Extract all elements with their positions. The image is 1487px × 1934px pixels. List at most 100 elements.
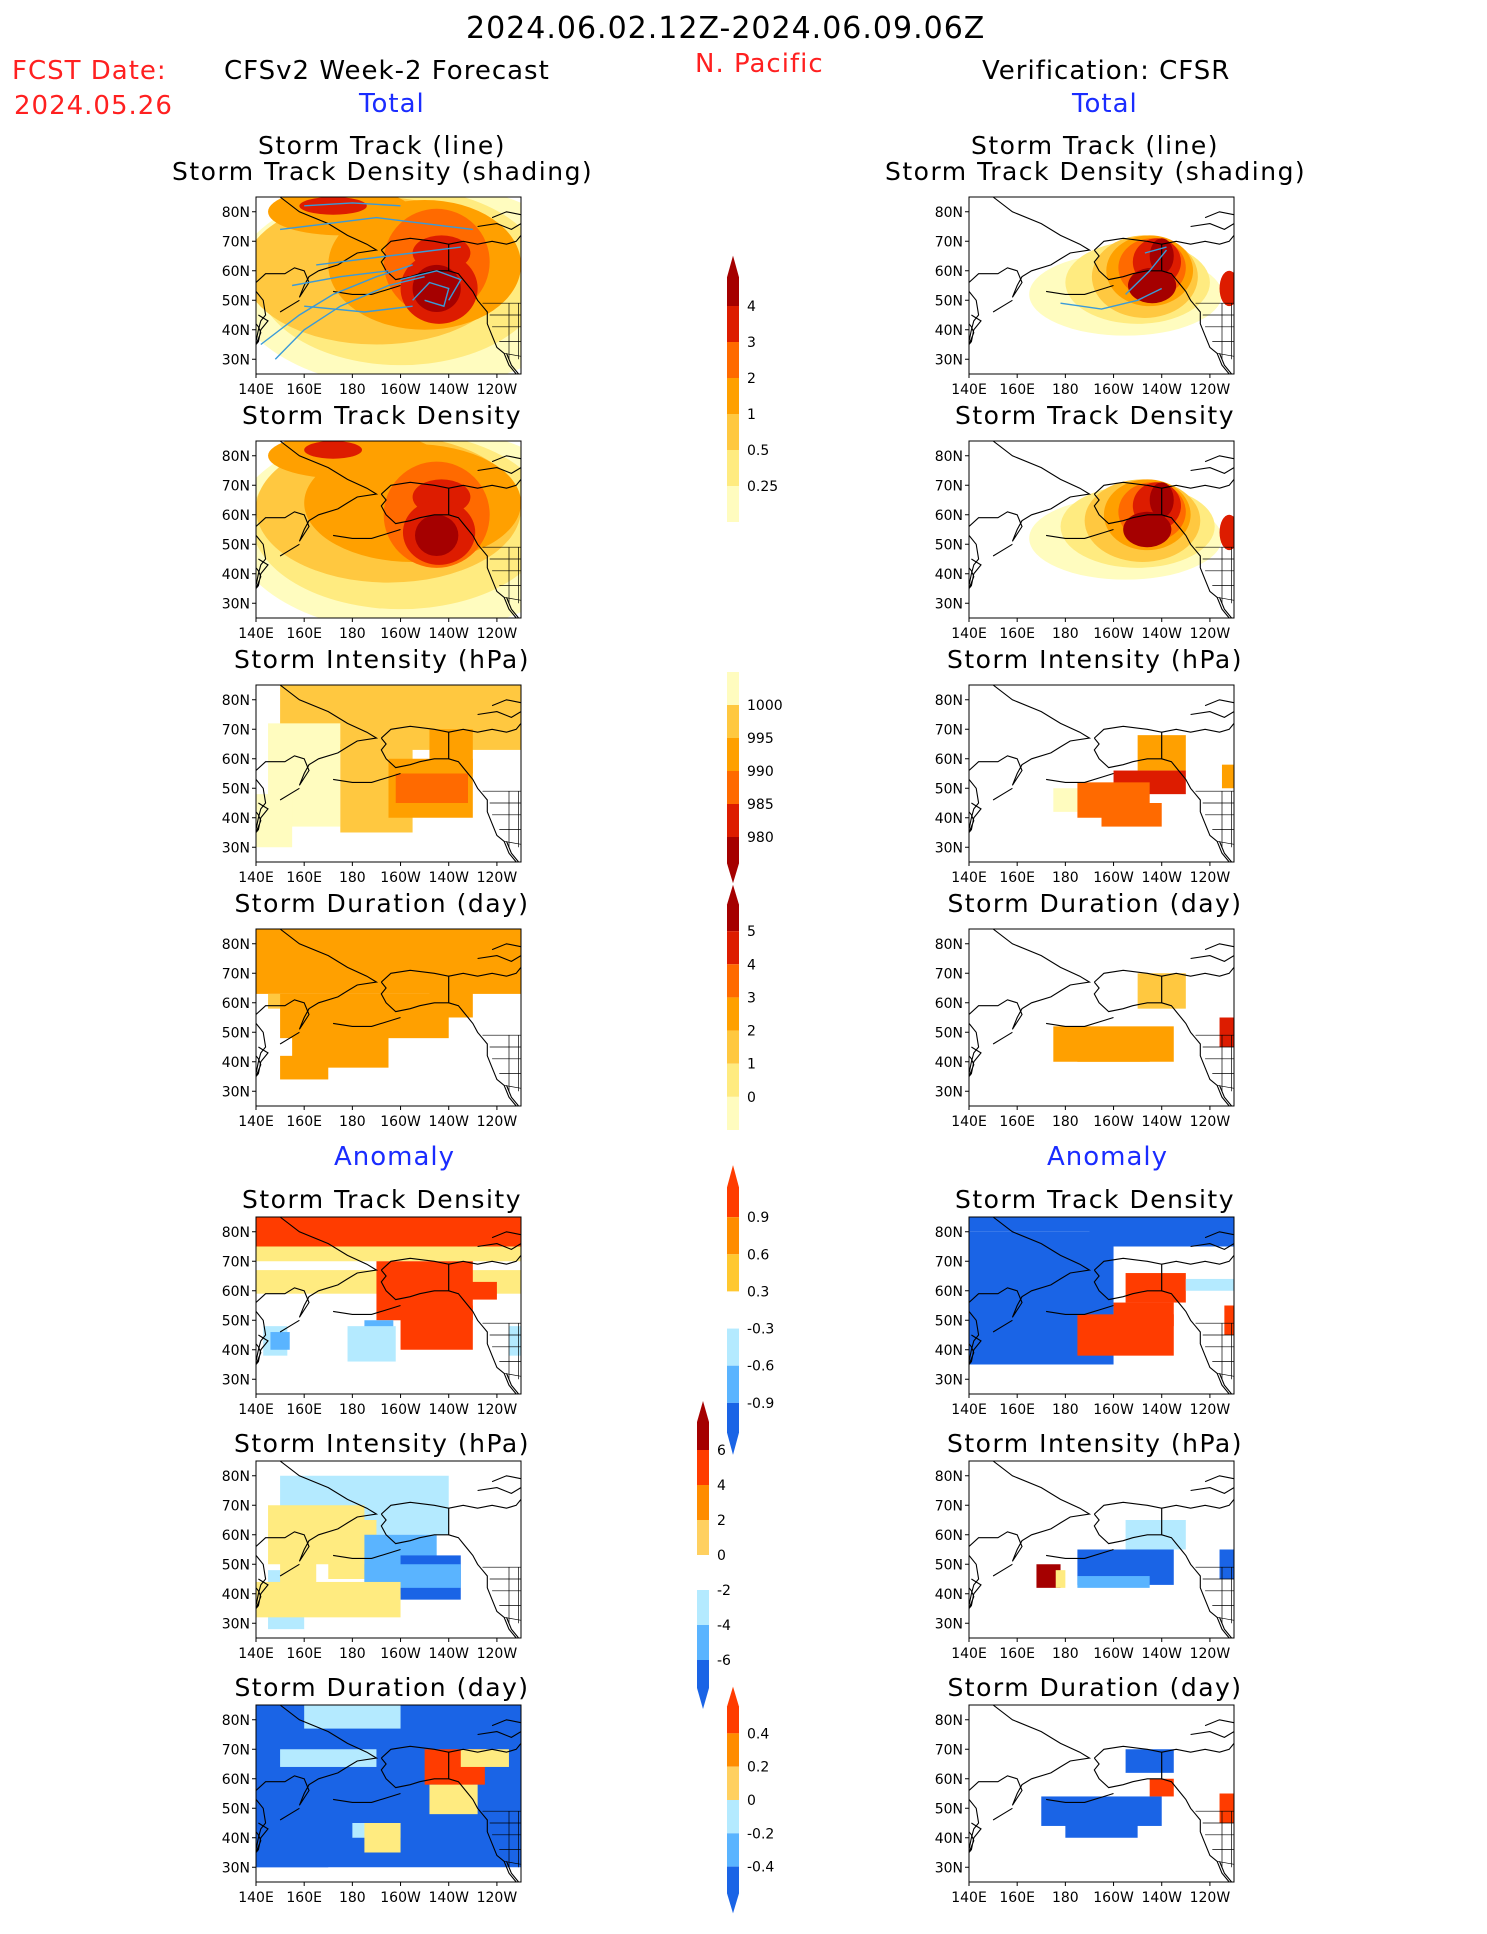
lat-tick-label: 80N [935,1225,963,1241]
lat-tick-label: 70N [222,966,250,982]
colorbar-label: 990 [747,764,774,780]
lon-tick-label: 120W [1190,1114,1231,1130]
lat-tick-label: 60N [935,1284,963,1300]
lat-tick-label: 30N [935,352,963,368]
storm-track-line [412,281,450,308]
colorbar-swatch [727,1686,739,1734]
colorbar-label: 0.9 [747,1210,769,1226]
shading-cell [1219,1793,1234,1823]
lon-tick-label: 180 [339,626,366,642]
model-label: CFSv2 Week-2 Forecast [224,56,550,86]
lon-tick-label: 160E [999,626,1035,642]
title-l6: Storm Intensity (hPa) [234,1429,530,1458]
shading-cell [1221,764,1234,789]
shading-cell [1055,1570,1066,1588]
shading-cell [1077,1049,1150,1062]
lon-tick-label: 160E [999,382,1035,398]
lat-tick-label: 50N [935,537,963,553]
colorbar-label: 0 [717,1548,726,1564]
storm-track-line [400,270,462,301]
lon-tick-label: 140E [951,626,987,642]
lat-tick-label: 70N [935,1254,963,1270]
colorbar-swatch [727,964,739,998]
storm-track-line [316,246,461,266]
colorbar-swatch [727,1291,739,1329]
lon-tick-label: 180 [339,382,366,398]
lat-tick-label: 40N [222,1587,250,1603]
colorbar-swatch [727,771,739,804]
colorbar-label: 2 [747,1024,756,1040]
lon-tick-label: 160E [999,1402,1035,1418]
shading-cell [1125,1749,1174,1773]
shading-cell [508,1326,521,1356]
lat-tick-label: 40N [935,811,963,827]
colorbar-swatch [727,1365,739,1403]
verification-label: Verification: CFSR [982,56,1231,86]
shading-cell [969,1217,1234,1232]
lon-tick-label: 140W [428,870,469,886]
lon-tick-label: 140E [951,382,987,398]
map-panel-r5: 80N 70N 60N 50N 40N 30N 140E 160E 180 160W 140W 120… [929,1216,1244,1426]
lat-tick-label: 40N [222,1343,250,1359]
lat-tick-label: 50N [222,1313,250,1329]
lat-tick-label: 50N [935,1313,963,1329]
lat-tick-label: 60N [222,996,250,1012]
title-r2: Storm Track Density [954,401,1235,430]
lat-tick-label: 40N [935,1055,963,1071]
colorbar-swatch [727,672,739,705]
lon-tick-label: 160W [380,382,421,398]
lon-tick-label: 180 [1052,382,1079,398]
colorbar-label: -2 [717,1583,731,1599]
lat-tick-label: 70N [935,966,963,982]
lat-tick-label: 40N [935,1831,963,1847]
colorbar-label: 980 [747,830,774,846]
shading-cell [969,685,1234,862]
colorbar-swatch [727,997,739,1031]
colorbar-label: -0.3 [747,1322,774,1338]
storm-track-line [260,264,413,346]
lat-tick-label: 40N [935,1343,963,1359]
shading-cell [1224,1305,1234,1335]
colorbar-label: -0.2 [747,1826,774,1842]
lon-tick-label: 160E [999,1646,1035,1662]
lat-tick-label: 40N [222,567,250,583]
colorbar-label: 2 [747,371,756,387]
colorbar-swatch [727,1096,739,1130]
map-panel-r1: 80N 70N 60N 50N 40N 30N 140E 160E 180 160W 140W 120… [929,196,1244,406]
lat-tick-label: 50N [935,1801,963,1817]
lat-tick-label: 60N [222,1284,250,1300]
lon-tick-label: 140E [951,1402,987,1418]
lon-tick-label: 160E [999,1114,1035,1130]
lat-tick-label: 70N [935,1742,963,1758]
colorbar-label: 0 [747,1090,756,1106]
lat-tick-label: 30N [935,1860,963,1876]
lat-tick-label: 60N [935,508,963,524]
shading-cell [448,1281,497,1300]
map-panel-r6: 80N 70N 60N 50N 40N 30N 140E 160E 180 160W 140W 120… [929,1460,1244,1670]
fcst-date-label: FCST Date: [12,56,167,86]
colorbar-label: 0.25 [747,479,778,495]
lon-tick-label: 140W [428,1890,469,1906]
colorbar-swatch [727,1165,739,1218]
colorbar-label: 1 [747,1057,756,1073]
lat-tick-label: 30N [935,840,963,856]
anomaly-label-right: Anomaly [1047,1142,1169,1172]
lon-tick-label: 180 [1052,1402,1079,1418]
lon-tick-label: 160E [286,870,322,886]
colorbar-swatch [727,378,739,414]
lon-tick-label: 180 [1052,626,1079,642]
lon-tick-label: 140E [238,382,274,398]
shading-cell [256,929,521,994]
lat-tick-label: 70N [222,234,250,250]
colorbar-anom-density: 0.9 0.6 0.3 -0.3 -0.6 -0.9 [722,1150,802,1474]
map-panel-r7: 80N 70N 60N 50N 40N 30N 140E 160E 180 160W 140W 120… [929,1704,1244,1914]
lat-tick-label: 80N [222,205,250,221]
colorbar-label: 0.5 [747,443,769,459]
lat-tick-label: 40N [222,323,250,339]
map-panel-l4: 80N 70N 60N 50N 40N 30N 140E 160E 180 160W 140W 120… [216,928,531,1138]
colorbar-intensity: 1000 995 990 985 980 [722,642,802,904]
shading-cell [280,1749,377,1767]
colorbar-swatch [727,1866,739,1914]
colorbar-swatch [727,1766,739,1800]
lat-tick-label: 80N [935,1469,963,1485]
